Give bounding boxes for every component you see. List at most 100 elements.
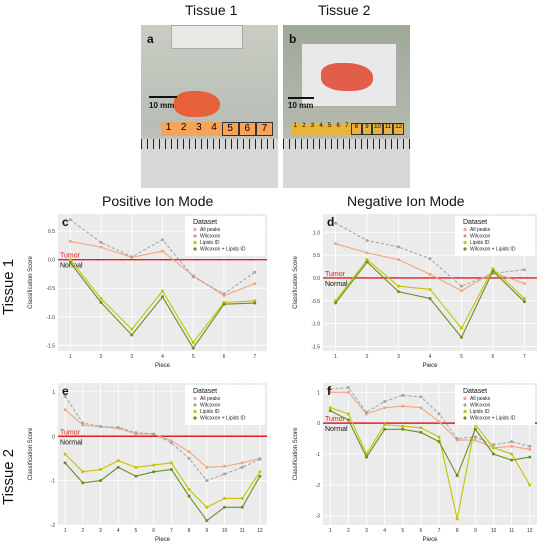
piece-number: 11 (382, 123, 394, 135)
data-point (491, 267, 495, 271)
scale-label: 10 mm (288, 101, 314, 110)
y-tick-label: 0.0 (313, 276, 320, 282)
x-tick-label: 6 (492, 354, 495, 360)
x-tick-label: 4 (161, 354, 164, 360)
data-point (63, 408, 67, 412)
scale-label: 10 mm (149, 101, 175, 110)
row-label-tissue1: Tissue 1 (0, 258, 17, 315)
data-point (205, 479, 209, 483)
data-point (365, 251, 369, 255)
x-tick-label: 7 (253, 354, 256, 360)
piece-number: 5 (221, 122, 239, 136)
data-point (205, 465, 209, 469)
panel-a-label: a (147, 32, 154, 46)
data-point (334, 301, 338, 305)
legend-marker (463, 409, 467, 414)
data-point (253, 301, 257, 305)
positive-mode-title: Positive Ion Mode (102, 193, 214, 209)
data-point (81, 470, 85, 474)
data-point (437, 435, 441, 439)
legend-entry: All peaks (200, 396, 221, 402)
data-point (222, 472, 226, 476)
data-point (99, 241, 103, 245)
y-axis-label: Classification Score (293, 255, 299, 308)
x-tick-label: 2 (81, 528, 84, 534)
piece-number: 6 (336, 123, 340, 129)
data-point (68, 261, 72, 265)
y-tick-label: -0.5 (46, 286, 55, 292)
legend-marker (463, 416, 467, 420)
piece-number: 12 (393, 123, 404, 135)
data-point (63, 452, 67, 456)
piece-number: 1 (293, 123, 297, 129)
data-point (522, 300, 526, 304)
legend-entry: Lipids ID (200, 409, 220, 415)
x-tick-label: 6 (420, 528, 423, 534)
data-point (258, 457, 262, 461)
y-tick-label: 0.5 (48, 229, 55, 235)
chart-negative-tissue1: -1.5 -1.0 -0.5 0.0 0.5 1.0 1 2 3 4 5 6 7 Tumor Normal P… (293, 214, 537, 369)
y-tick-label: 0 (52, 434, 55, 440)
piece-number: 8 (351, 123, 362, 135)
y-tick-label: -0.5 (311, 299, 320, 305)
piece-number: 10 (372, 123, 383, 135)
data-point (334, 221, 338, 225)
data-point (397, 284, 401, 288)
tissue-sample (174, 91, 220, 117)
normal-label: Normal (60, 263, 83, 270)
legend-box (185, 385, 265, 425)
x-tick-label: 11 (240, 528, 245, 534)
data-point (191, 275, 195, 279)
ruler (141, 139, 278, 188)
piece-number: 7 (255, 122, 273, 136)
x-tick-label: 11 (509, 528, 514, 534)
data-point (473, 438, 477, 442)
data-point (240, 496, 244, 500)
data-point (240, 461, 244, 465)
x-tick-label: 2 (347, 528, 350, 534)
tumor-label: Tumor (60, 253, 81, 260)
x-tick-label: 7 (523, 354, 526, 360)
tumor-label: Tumor (325, 416, 346, 423)
y-tick-label: -3 (316, 514, 321, 520)
x-axis-label: Piece (155, 363, 171, 369)
y-axis-label: Classification Score (293, 427, 299, 480)
data-point (510, 440, 514, 444)
data-point (134, 465, 138, 469)
data-point (459, 326, 463, 330)
data-point (401, 404, 405, 408)
data-point (528, 483, 532, 487)
normal-label: Normal (60, 439, 83, 446)
data-point (328, 390, 332, 394)
series-line (64, 462, 261, 522)
data-point (134, 431, 138, 435)
y-tick-label: -2 (316, 483, 321, 489)
ruler (283, 139, 410, 188)
y-tick-label: 1 (317, 390, 320, 396)
data-point (419, 430, 423, 434)
x-tick-label: 3 (130, 354, 133, 360)
legend-marker (463, 403, 467, 407)
data-point (455, 437, 459, 441)
piece-number: 4 (211, 122, 217, 133)
tissue-sample (321, 63, 373, 91)
x-tick-label: 3 (99, 528, 102, 534)
y-tick-label: -1 (51, 479, 56, 485)
data-point (428, 287, 432, 291)
x-axis-label: Piece (422, 537, 438, 543)
y-tick-label: -1.5 (311, 344, 320, 350)
data-point (81, 481, 85, 485)
piece-number: 3 (310, 123, 315, 129)
data-point (258, 474, 262, 478)
data-point (130, 333, 134, 337)
data-point (161, 289, 164, 293)
legend-entry: Wilcoxon + Lipids ID (200, 247, 246, 253)
legend-entry: Wilcoxon (200, 234, 221, 240)
data-point (437, 412, 441, 416)
panel-label: c (62, 215, 69, 229)
data-point (459, 284, 463, 288)
data-point (528, 444, 532, 448)
data-point (455, 474, 459, 478)
row-label-tissue2: Tissue 2 (0, 448, 17, 505)
